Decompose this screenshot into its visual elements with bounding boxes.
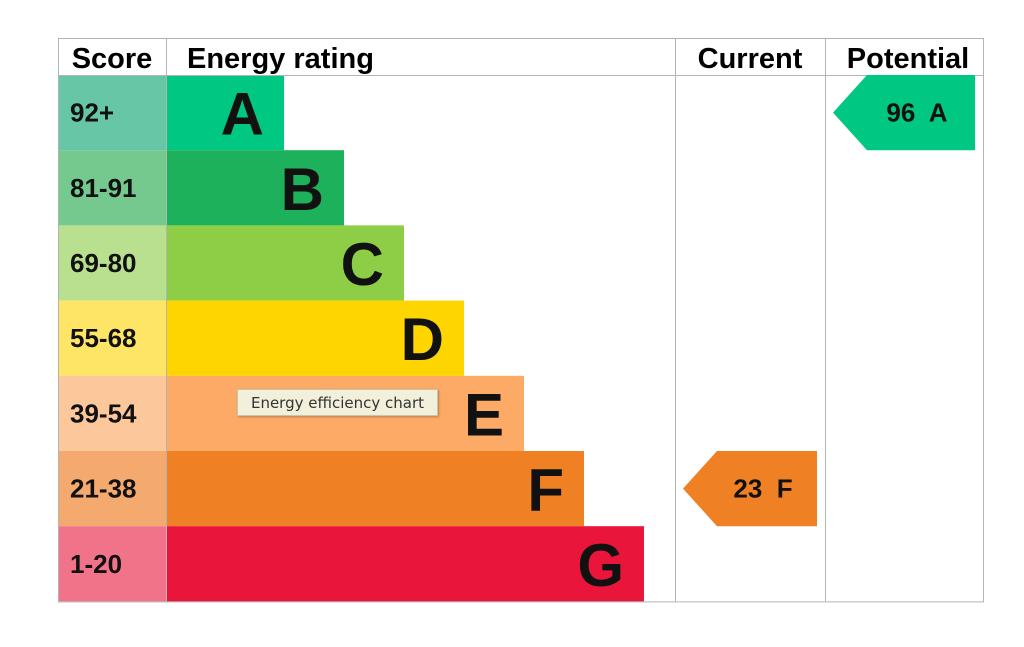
score-range-b: 81-91 [70, 173, 137, 203]
headers-layer: Score Energy rating Current Potential [72, 43, 970, 75]
potential-rating-arrow [833, 75, 975, 151]
band-bar-c [166, 225, 404, 301]
potential-rating-label: 96 A [886, 98, 947, 128]
band-bar-g [166, 526, 644, 602]
band-bar-f [166, 451, 584, 527]
score-range-c: 69-80 [70, 248, 137, 278]
score-range-a: 92+ [70, 98, 114, 128]
score-range-g: 1-20 [70, 549, 122, 579]
band-letter-b: B [281, 156, 324, 223]
grid-layer [58, 38, 984, 603]
score-cell-e [58, 375, 166, 451]
score-range-e: 39-54 [70, 398, 137, 428]
score-cell-g [58, 526, 166, 602]
current-header: Current [698, 43, 803, 75]
band-letter-a: A [221, 81, 264, 148]
band-letter-g: G [577, 532, 624, 599]
chart-tooltip: Energy efficiency chart [237, 389, 438, 416]
band-letter-d: D [401, 306, 444, 373]
band-letter-c: C [341, 231, 384, 298]
markers-layer: 23 F 96 A [683, 75, 975, 527]
band-bar-a [166, 75, 284, 151]
potential-header: Potential [847, 43, 969, 75]
band-letter-e: E [464, 381, 504, 448]
score-cell-b [58, 150, 166, 226]
score-cell-f [58, 451, 166, 527]
bands-layer: 92+ A 81-91 B 69-80 C 55-68 D 39-54 E 21-38 F 1-20 G [58, 75, 644, 602]
band-bar-d [166, 300, 464, 376]
score-header: Score [72, 43, 153, 75]
score-cell-a [58, 75, 166, 151]
current-rating-arrow [683, 451, 817, 527]
current-rating-label: 23 F [733, 474, 792, 504]
score-range-f: 21-38 [70, 474, 137, 504]
score-cell-c [58, 225, 166, 301]
score-cell-d [58, 300, 166, 376]
chart-frame [58, 38, 984, 603]
band-letter-f: F [527, 457, 564, 524]
energy-rating-header: Energy rating [187, 43, 374, 75]
score-range-d: 55-68 [70, 323, 137, 353]
band-bar-b [166, 150, 344, 226]
